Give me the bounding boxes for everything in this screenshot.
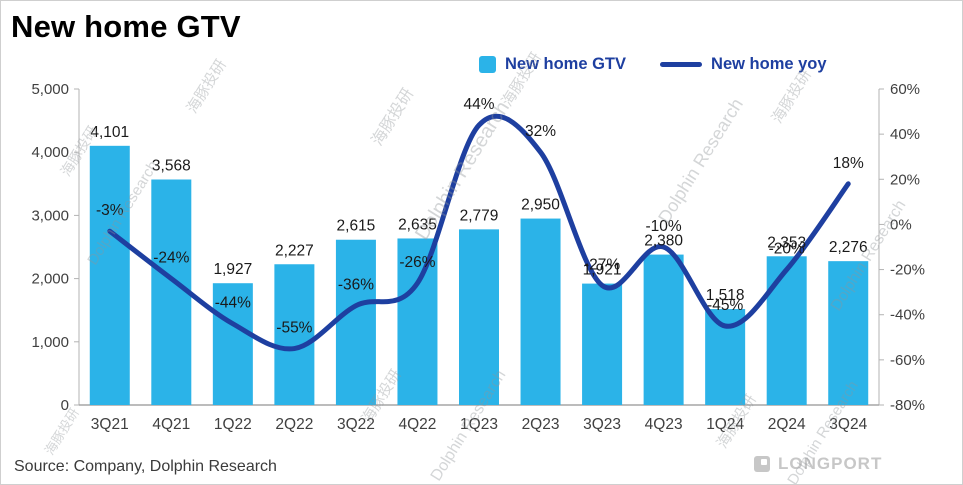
x-axis-category-label: 4Q23 (645, 416, 683, 433)
yoy-point-label: -27% (584, 256, 620, 273)
yoy-point-label: -3% (96, 202, 124, 219)
x-axis-category-label: 2Q24 (768, 416, 806, 433)
gtv-bar (89, 145, 130, 405)
bar-series-swatch-icon (479, 56, 496, 73)
gtv-bar (766, 256, 807, 405)
right-axis-tick-label: -20% (890, 262, 925, 279)
left-axis-tick-label: 0 (61, 397, 69, 414)
left-axis-tick-label: 4,000 (31, 144, 69, 161)
x-axis-category-label: 1Q24 (706, 416, 744, 433)
yoy-point-label: 32% (525, 123, 556, 140)
yoy-point-label: 18% (833, 155, 864, 172)
gtv-bar (520, 218, 561, 405)
gtv-bar (212, 283, 253, 405)
gtv-bar-label: 1,921 (583, 262, 622, 279)
gtv-bar-label: 2,615 (337, 218, 376, 235)
yoy-point-label: -26% (399, 254, 435, 271)
chart-title: New home GTV (11, 9, 241, 44)
gtv-bar-label: 2,779 (460, 207, 499, 224)
gtv-bar-label: 1,518 (706, 287, 745, 304)
left-axis-tick-label: 1,000 (31, 334, 69, 351)
gtv-bar-label: 4,101 (90, 124, 129, 141)
gtv-bar (274, 264, 315, 405)
x-axis-category-label: 1Q22 (214, 416, 252, 433)
gtv-bar-label: 1,927 (213, 261, 252, 278)
gtv-bar-label: 2,276 (829, 239, 868, 256)
right-axis-tick-label: -40% (890, 307, 925, 324)
x-axis-category-label: 2Q23 (522, 416, 560, 433)
gtv-bar (397, 238, 438, 405)
line-series-swatch-icon (660, 62, 703, 67)
yoy-point-label: -24% (153, 250, 189, 267)
gtv-bar (151, 179, 192, 405)
right-axis-tick-label: 40% (890, 126, 920, 143)
gtv-bar-label: 2,227 (275, 242, 314, 259)
yoy-point-label: 44% (463, 96, 494, 113)
yoy-point-label: -20% (769, 241, 805, 258)
x-axis-category-label: 1Q23 (460, 416, 498, 433)
longport-square-icon (754, 456, 770, 472)
x-axis-category-label: 3Q21 (91, 416, 129, 433)
longport-logo: LONGPORT (754, 454, 882, 474)
gtv-bar-label: 2,380 (644, 233, 683, 250)
legend: New home GTV New home yoy (479, 55, 827, 74)
legend-label-new-home-gtv: New home GTV (505, 55, 627, 73)
x-axis-category-label: 3Q23 (583, 416, 621, 433)
gtv-bar (643, 254, 684, 405)
right-axis-tick-label: 60% (890, 81, 920, 98)
gtv-bar-label: 2,635 (398, 216, 437, 233)
legend-item-new-home-gtv: New home GTV (479, 55, 626, 74)
x-axis-category-label: 3Q22 (337, 416, 375, 433)
right-axis-tick-label: -60% (890, 352, 925, 369)
yoy-point-label: -10% (646, 218, 682, 235)
yoy-line (107, 113, 851, 352)
gtv-bar (828, 261, 869, 405)
left-axis-tick-label: 2,000 (31, 271, 69, 288)
yoy-point-label: -45% (707, 297, 743, 314)
legend-label-new-home-yoy: New home yoy (711, 55, 827, 73)
right-axis-tick-label: -80% (890, 397, 925, 414)
longport-label: LONGPORT (778, 454, 883, 473)
source-note: Source: Company, Dolphin Research (14, 458, 277, 475)
gtv-bar-label: 2,353 (767, 234, 806, 251)
x-axis-category-label: 4Q21 (152, 416, 190, 433)
gtv-bar (582, 283, 623, 405)
gtv-bar (335, 239, 376, 405)
left-axis-tick-label: 5,000 (31, 81, 69, 98)
yoy-point-label: -36% (338, 277, 374, 294)
gtv-bar-label: 3,568 (152, 158, 191, 175)
yoy-point-label: -44% (215, 295, 251, 312)
legend-item-new-home-yoy: New home yoy (660, 55, 827, 74)
x-axis-category-label: 2Q22 (275, 416, 313, 433)
right-axis-tick-label: 20% (890, 171, 920, 188)
x-axis-category-label: 3Q24 (829, 416, 867, 433)
gtv-bar (459, 229, 499, 405)
gtv-bar-label: 2,950 (521, 197, 560, 214)
x-axis-category-label: 4Q22 (399, 416, 437, 433)
yoy-point-label: -55% (276, 320, 312, 337)
left-axis-tick-label: 3,000 (31, 207, 69, 224)
right-axis-tick-label: 0% (890, 216, 912, 233)
